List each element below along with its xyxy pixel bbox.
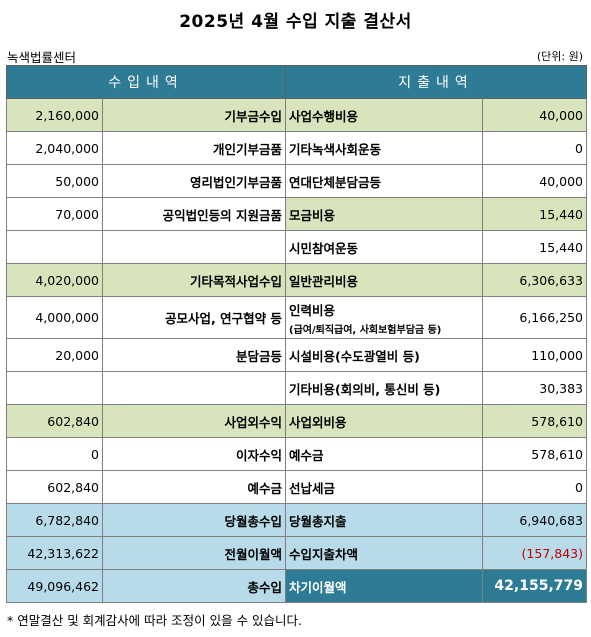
income-amount: 70,000 — [6, 197, 103, 231]
expense-amount: 6,940,683 — [482, 503, 587, 537]
expense-amount: 40,000 — [482, 98, 587, 132]
expense-amount: 15,440 — [482, 230, 587, 264]
expense-label: 인력비용 — [289, 302, 336, 318]
table-row: 6,782,840 당월총수입 당월총지출 6,940,683 — [6, 503, 587, 537]
income-label: 사업외수익 — [102, 404, 286, 438]
expense-amount: 40,000 — [482, 164, 587, 198]
table-header-row: 수입내역 지출내역 — [6, 65, 587, 99]
expense-label: 수입지출차액 — [285, 536, 483, 570]
income-amount — [6, 230, 103, 264]
organization-name: 녹색법률센터 — [7, 50, 77, 65]
expense-amount: 110,000 — [482, 338, 587, 372]
table-row: 4,020,000 기타목적사업수입 일반관리비용 6,306,633 — [6, 263, 587, 297]
table-row: 602,840 사업외수익 사업외비용 578,610 — [6, 404, 587, 438]
unit-label: (단위: 원) — [536, 50, 583, 63]
expense-amount: 30,383 — [482, 371, 587, 405]
table-row: 49,096,462 총수입 차기이월액 42,155,779 — [6, 569, 587, 603]
table-row: 0 이자수익 예수금 578,610 — [6, 437, 587, 471]
income-label: 영리법인기부금품 — [102, 164, 286, 198]
income-amount: 0 — [6, 437, 103, 471]
expense-amount: 0 — [482, 470, 587, 504]
table-row: 4,000,000 공모사업, 연구협약 등 인력비용 (급여/퇴직급여, 사회… — [6, 296, 587, 339]
income-label — [102, 230, 286, 264]
expense-label: 시설비용(수도광열비 등) — [285, 338, 483, 372]
income-amount: 42,313,622 — [6, 536, 103, 570]
settlement-table: 수입내역 지출내역 2,160,000 기부금수입 사업수행비용 40,000 … — [6, 65, 587, 603]
expense-amount: 578,610 — [482, 437, 587, 471]
table-row: 42,313,622 전월이월액 수입지출차액 (157,843) — [6, 536, 587, 570]
income-label: 이자수익 — [102, 437, 286, 471]
expense-amount: 0 — [482, 131, 587, 165]
income-label: 개인기부금품 — [102, 131, 286, 165]
expense-note: (급여/퇴직급여, 사회보험부담금 등) — [289, 324, 442, 336]
income-amount: 2,160,000 — [6, 98, 103, 132]
income-label: 공모사업, 연구협약 등 — [102, 296, 286, 339]
expense-label: 차기이월액 — [285, 569, 483, 603]
expense-label: 사업외비용 — [285, 404, 483, 438]
expense-amount: (157,843) — [482, 536, 587, 570]
expense-label: 예수금 — [285, 437, 483, 471]
table-row: 기타비용(회의비, 통신비 등) 30,383 — [6, 371, 587, 405]
table-row: 2,040,000 개인기부금품 기타녹색사회운동 0 — [6, 131, 587, 165]
income-amount: 50,000 — [6, 164, 103, 198]
expense-amount: 6,166,250 — [482, 296, 587, 339]
table-row: 602,840 예수금 선납세금 0 — [6, 470, 587, 504]
income-label: 예수금 — [102, 470, 286, 504]
expense-label: 기타비용(회의비, 통신비 등) — [285, 371, 483, 405]
page-title: 2025년 4월 수입 지출 결산서 — [179, 12, 412, 32]
expense-header: 지출내역 — [285, 65, 587, 99]
table-row: 2,160,000 기부금수입 사업수행비용 40,000 — [6, 98, 587, 132]
income-amount: 20,000 — [6, 338, 103, 372]
income-label — [102, 371, 286, 405]
table-row: 70,000 공익법인등의 지원금품 모금비용 15,440 — [6, 197, 587, 231]
expense-amount: 578,610 — [482, 404, 587, 438]
expense-amount: 42,155,779 — [482, 569, 587, 603]
income-label: 기부금수입 — [102, 98, 286, 132]
table-row: 시민참여운동 15,440 — [6, 230, 587, 264]
expense-label: 사업수행비용 — [285, 98, 483, 132]
income-amount: 6,782,840 — [6, 503, 103, 537]
income-label: 기타목적사업수입 — [102, 263, 286, 297]
expense-label: 일반관리비용 — [285, 263, 483, 297]
income-amount — [6, 371, 103, 405]
expense-label: 연대단체분담금등 — [285, 164, 483, 198]
income-amount: 602,840 — [6, 404, 103, 438]
table-row: 50,000 영리법인기부금품 연대단체분담금등 40,000 — [6, 164, 587, 198]
income-label: 분담금등 — [102, 338, 286, 372]
expense-amount: 6,306,633 — [482, 263, 587, 297]
income-header: 수입내역 — [6, 65, 286, 99]
income-label: 전월이월액 — [102, 536, 286, 570]
expense-label: 당월총지출 — [285, 503, 483, 537]
income-amount: 2,040,000 — [6, 131, 103, 165]
expense-label: 기타녹색사회운동 — [285, 131, 483, 165]
income-amount: 49,096,462 — [6, 569, 103, 603]
expense-amount: 15,440 — [482, 197, 587, 231]
expense-label: 모금비용 — [285, 197, 483, 231]
table-row: 20,000 분담금등 시설비용(수도광열비 등) 110,000 — [6, 338, 587, 372]
expense-label: 시민참여운동 — [285, 230, 483, 264]
income-label: 공익법인등의 지원금품 — [102, 197, 286, 231]
income-amount: 602,840 — [6, 470, 103, 504]
income-amount: 4,000,000 — [6, 296, 103, 339]
income-label: 총수입 — [102, 569, 286, 603]
income-label: 당월총수입 — [102, 503, 286, 537]
footnote: * 연말결산 및 회계감사에 따라 조정이 있을 수 있습니다. — [7, 613, 303, 628]
expense-label-cell: 인력비용 (급여/퇴직급여, 사회보험부담금 등) — [285, 296, 483, 339]
expense-label: 선납세금 — [285, 470, 483, 504]
income-amount: 4,020,000 — [6, 263, 103, 297]
